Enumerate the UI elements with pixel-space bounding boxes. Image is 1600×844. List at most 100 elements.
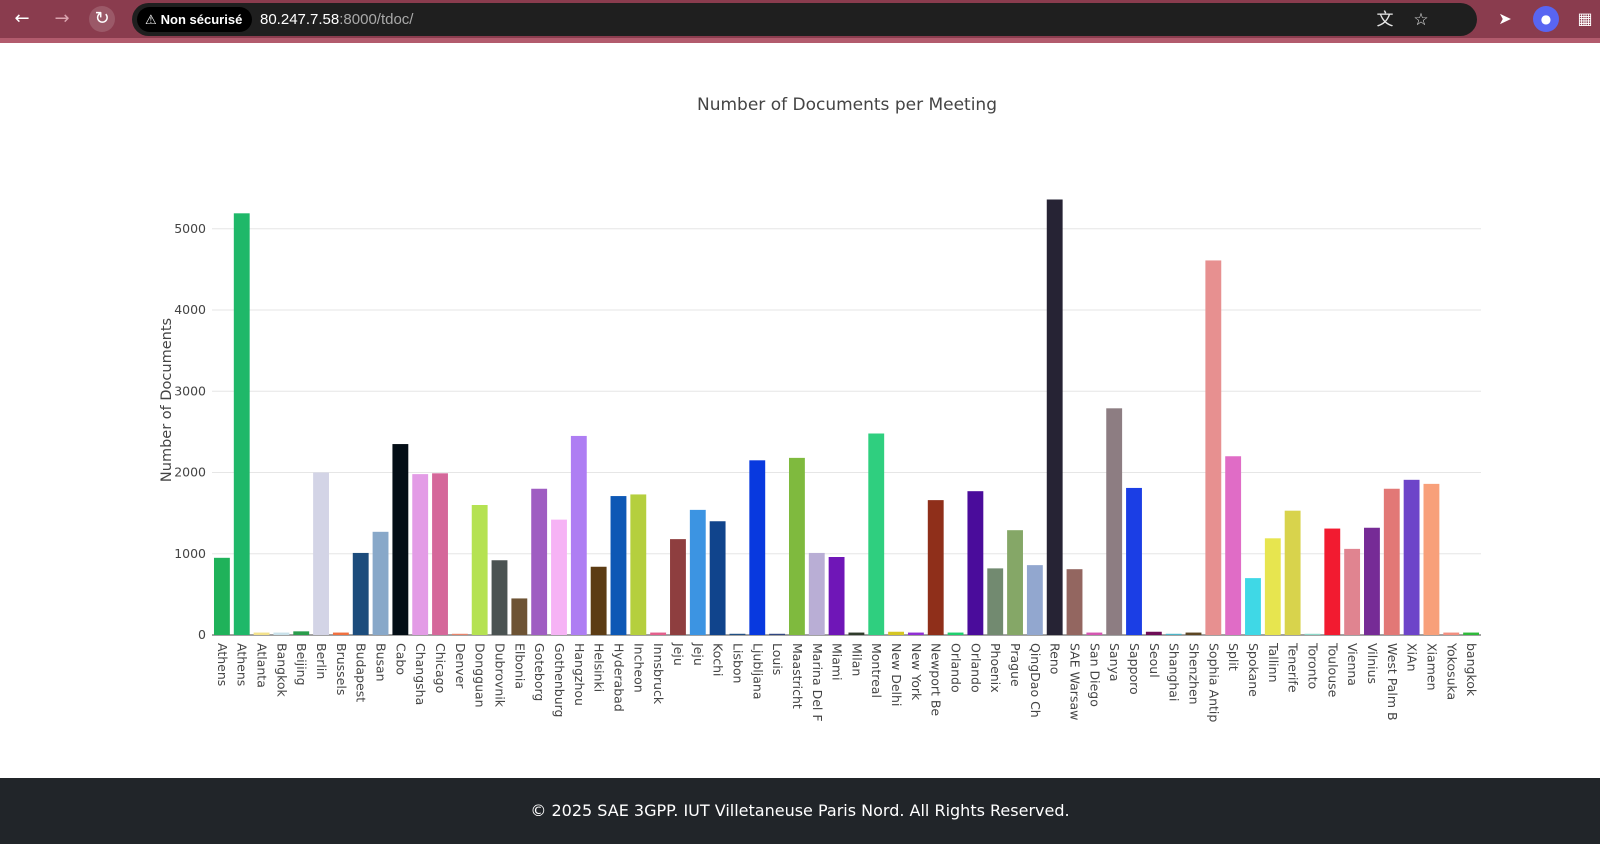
bar[interactable] bbox=[1066, 569, 1083, 635]
bar[interactable] bbox=[1304, 633, 1321, 635]
bar[interactable] bbox=[1245, 578, 1261, 635]
bar[interactable] bbox=[868, 433, 885, 636]
x-tick-label: Maastricht bbox=[790, 643, 805, 709]
bar[interactable] bbox=[570, 435, 587, 635]
x-tick-label: Orlando bbox=[968, 643, 983, 693]
bar[interactable] bbox=[313, 472, 329, 636]
bar[interactable] bbox=[689, 509, 706, 635]
bar[interactable] bbox=[392, 444, 409, 635]
bar[interactable] bbox=[471, 505, 488, 635]
bar[interactable] bbox=[451, 633, 468, 635]
bar[interactable] bbox=[1007, 530, 1023, 635]
bar[interactable] bbox=[1026, 565, 1043, 635]
bar[interactable] bbox=[1364, 527, 1380, 635]
page-footer: © 2025 SAE 3GPP. IUT Villetaneuse Paris … bbox=[0, 778, 1600, 844]
bar[interactable] bbox=[828, 557, 845, 635]
bar[interactable] bbox=[987, 568, 1004, 635]
bar[interactable] bbox=[808, 552, 825, 635]
bar[interactable] bbox=[709, 521, 726, 635]
x-tick-label: Hyderabad bbox=[611, 643, 626, 712]
url-text[interactable]: 80.247.7.58:8000/tdoc/ bbox=[260, 3, 413, 36]
x-tick-label: Beijing bbox=[294, 643, 309, 686]
bar[interactable] bbox=[531, 488, 548, 635]
bar[interactable] bbox=[788, 457, 805, 635]
x-tick-label: Yokosuka bbox=[1444, 642, 1459, 700]
y-tick-label: 1000 bbox=[174, 546, 206, 561]
address-bar[interactable]: ⚠ Non sécurisé 80.247.7.58:8000/tdoc/ 文 ☆ bbox=[132, 3, 1477, 36]
x-tick-label: Budapest bbox=[354, 643, 369, 702]
bar[interactable] bbox=[907, 632, 924, 635]
bar[interactable] bbox=[670, 539, 686, 635]
y-tick-label: 0 bbox=[198, 627, 206, 642]
forward-arrow-icon[interactable]: → bbox=[54, 8, 70, 29]
bar[interactable] bbox=[432, 473, 448, 635]
bar[interactable] bbox=[1126, 487, 1142, 635]
y-tick-label: 4000 bbox=[174, 302, 206, 317]
y-tick-label: 3000 bbox=[174, 383, 206, 398]
x-tick-label: Jeju bbox=[691, 642, 706, 666]
star-icon[interactable]: ☆ bbox=[1413, 10, 1429, 30]
chart-container: Number of Documents per Meeting 0 1000 200… bbox=[0, 43, 1600, 778]
bar[interactable] bbox=[590, 566, 607, 635]
bar[interactable] bbox=[1205, 260, 1222, 635]
bar[interactable] bbox=[1324, 528, 1341, 635]
bar[interactable] bbox=[1145, 631, 1162, 635]
bar[interactable] bbox=[927, 500, 944, 635]
bar[interactable] bbox=[1165, 633, 1182, 635]
bar[interactable] bbox=[213, 557, 230, 635]
x-tick-label: Elbonia bbox=[512, 643, 527, 689]
cursor-extension-icon[interactable]: ➤ bbox=[1498, 9, 1512, 28]
security-indicator[interactable]: ⚠ Non sécurisé bbox=[137, 7, 253, 32]
bar[interactable] bbox=[1383, 488, 1400, 635]
x-tick-label: Busan bbox=[374, 643, 389, 682]
bar[interactable] bbox=[650, 632, 667, 635]
bar[interactable] bbox=[491, 560, 508, 635]
avatar-extension-icon[interactable]: ● bbox=[1533, 6, 1559, 32]
bar[interactable] bbox=[1463, 632, 1480, 635]
bar[interactable] bbox=[1344, 548, 1361, 635]
bar[interactable] bbox=[1423, 483, 1440, 635]
y-axis-title: Number of Documents bbox=[159, 318, 175, 482]
bar[interactable] bbox=[749, 460, 766, 635]
x-axis-ticks: Athens Athens Atlanta Bangkok Beijing Berlin B… bbox=[215, 642, 1479, 722]
bar[interactable] bbox=[372, 531, 389, 635]
bar[interactable] bbox=[967, 491, 984, 635]
bar[interactable] bbox=[1284, 510, 1301, 635]
x-tick-label: Newport Be bbox=[929, 643, 944, 716]
bar[interactable] bbox=[1225, 456, 1242, 635]
translate-icon[interactable]: 文 bbox=[1376, 10, 1394, 30]
extensions-puzzle-icon[interactable]: ▦ bbox=[1577, 9, 1593, 28]
bar[interactable] bbox=[332, 632, 349, 635]
bar[interactable] bbox=[551, 519, 567, 635]
x-tick-label: QingDao Ch bbox=[1028, 643, 1043, 718]
bar[interactable] bbox=[1185, 632, 1202, 635]
bar[interactable] bbox=[1443, 632, 1460, 635]
x-tick-label: Milan bbox=[849, 643, 864, 676]
bar[interactable] bbox=[273, 632, 290, 635]
bar[interactable] bbox=[1046, 199, 1063, 636]
bar[interactable] bbox=[729, 633, 746, 635]
bar[interactable] bbox=[511, 598, 528, 635]
back-arrow-icon[interactable]: ← bbox=[14, 8, 30, 29]
bar[interactable] bbox=[848, 632, 865, 635]
bar[interactable] bbox=[352, 552, 369, 635]
y-tick-label: 2000 bbox=[174, 465, 206, 480]
x-tick-label: Athens bbox=[215, 643, 230, 686]
bar[interactable] bbox=[888, 631, 905, 635]
bar[interactable] bbox=[293, 631, 310, 635]
bar[interactable] bbox=[253, 632, 270, 635]
x-tick-label: Seoul bbox=[1147, 643, 1162, 678]
x-tick-label: bangkok bbox=[1464, 643, 1479, 697]
bar[interactable] bbox=[769, 633, 786, 635]
reload-icon[interactable]: ↻ bbox=[89, 6, 115, 32]
bar[interactable] bbox=[1106, 408, 1123, 635]
bar[interactable] bbox=[412, 474, 429, 635]
bar[interactable] bbox=[1403, 479, 1420, 635]
bar[interactable] bbox=[610, 496, 627, 635]
bar[interactable] bbox=[233, 213, 250, 635]
bar[interactable] bbox=[1086, 632, 1103, 635]
bar[interactable] bbox=[947, 632, 964, 635]
bar[interactable] bbox=[630, 494, 647, 635]
x-tick-label: Berlin bbox=[314, 643, 329, 679]
bar[interactable] bbox=[1264, 538, 1281, 635]
